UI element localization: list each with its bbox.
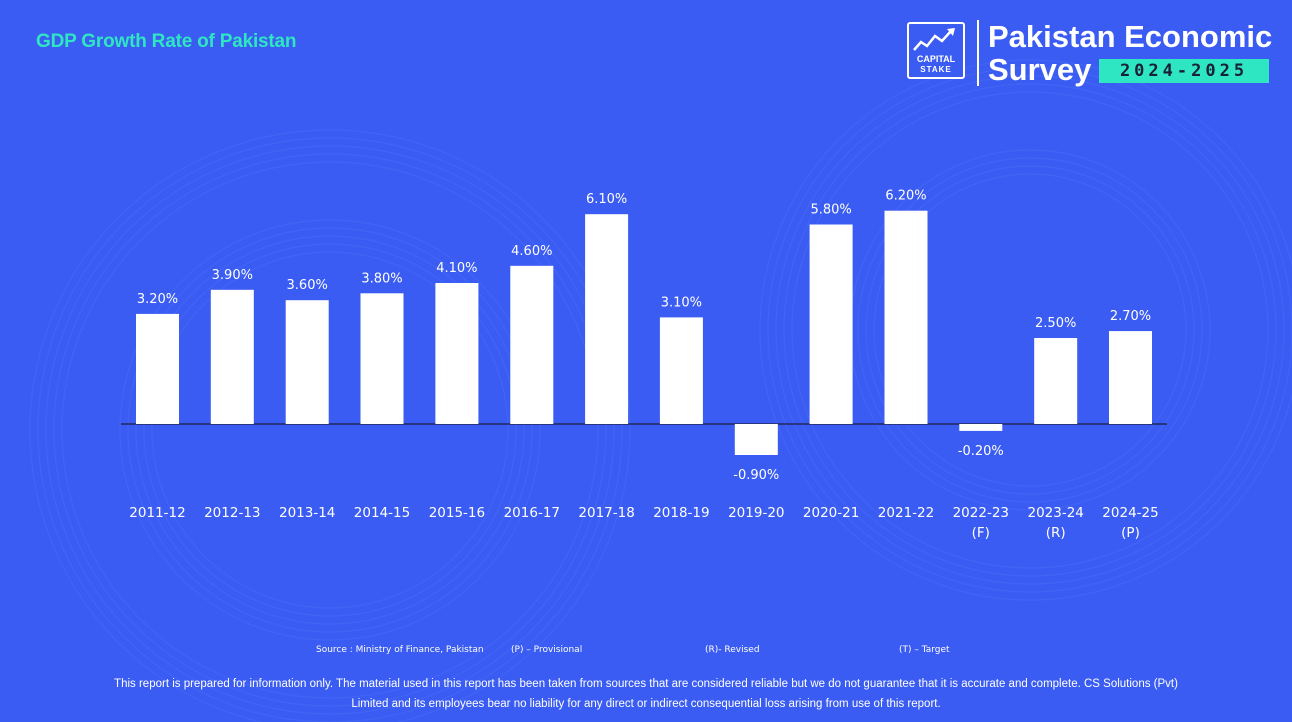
logo-text-top: CAPITAL [916, 54, 956, 64]
footer-source: Source : Ministry of Finance, Pakistan [316, 645, 484, 655]
brand-divider [977, 20, 979, 86]
disclaimer-line2: Limited and its employees bear no liabil… [351, 698, 941, 710]
bar-2024-25 [1109, 331, 1152, 424]
data-label-2024-25: 2.70% [1110, 309, 1151, 324]
bar-2011-12 [136, 313, 179, 424]
data-label-2015-16: 4.10% [436, 261, 477, 276]
brand-header: CAPITAL STAKE Pakistan Economic Survey 2… [907, 20, 1277, 90]
x-tick-label-2011-12: 2011-12 [129, 505, 185, 521]
gdp-bar-chart: 3.20% 2011-12 3.90% 2012-13 3.60% 2013-14 3.80… [121, 189, 1167, 541]
x-tick-sublabel: (F) [972, 525, 990, 541]
data-label-2018-19: 3.10% [661, 295, 702, 310]
bar-2017-18 [585, 214, 629, 424]
data-label-2022-23: -0.20% [958, 444, 1004, 459]
disclaimer-line1: This report is prepared for information … [114, 678, 1178, 690]
x-tick-label-2021-22: 2021-22 [878, 505, 934, 521]
bar-2018-19 [659, 317, 703, 424]
data-label-2019-20: -0.90% [733, 468, 779, 483]
x-tick-label-2024-25: 2024-25 [1102, 505, 1158, 521]
chart-trend-icon [913, 28, 955, 51]
x-tick-label-2014-15: 2014-15 [354, 505, 410, 521]
bar-2019-20 [734, 424, 778, 455]
logo-text-bottom: STAKE [920, 65, 952, 74]
bar-2015-16 [435, 283, 479, 424]
x-tick-label-2017-18: 2017-18 [578, 505, 634, 521]
footer-provisional: (P) – Provisional [511, 645, 583, 655]
x-tick-label-2019-20: 2019-20 [728, 505, 784, 521]
footer-revised: (R)- Revised [705, 645, 760, 655]
chart-title: GDP Growth Rate of Pakistan [36, 31, 297, 52]
x-tick-label-2018-19: 2018-19 [653, 505, 709, 521]
x-tick-label-2022-23: 2022-23 [953, 505, 1009, 521]
data-label-2011-12: 3.20% [137, 292, 178, 307]
data-label-2023-24: 2.50% [1035, 316, 1076, 331]
bar-2020-21 [809, 224, 853, 424]
bar-2016-17 [510, 265, 554, 424]
data-label-2017-18: 6.10% [586, 192, 627, 207]
bar-2021-22 [884, 210, 928, 424]
capital-stake-logo: CAPITAL STAKE [907, 22, 965, 79]
bar-2013-14 [285, 300, 329, 424]
brand-title-line2: Survey [988, 52, 1092, 87]
data-label-2020-21: 5.80% [810, 203, 851, 218]
bar-2022-23 [959, 424, 1003, 431]
x-tick-label-2020-21: 2020-21 [803, 505, 859, 521]
x-tick-sublabel: (P) [1121, 525, 1140, 541]
brand-title-line1: Pakistan Economic [988, 19, 1273, 54]
x-tick-label-2016-17: 2016-17 [504, 505, 560, 521]
data-label-2013-14: 3.60% [287, 278, 328, 293]
data-label-2014-15: 3.80% [361, 271, 402, 286]
x-tick-label-2013-14: 2013-14 [279, 505, 335, 521]
x-tick-label-2012-13: 2012-13 [204, 505, 260, 521]
bar-2012-13 [210, 289, 254, 424]
bar-2014-15 [360, 293, 404, 424]
data-label-2016-17: 4.60% [511, 244, 552, 259]
x-tick-label-2015-16: 2015-16 [429, 505, 485, 521]
data-label-2012-13: 3.90% [212, 268, 253, 283]
disclaimer: This report is prepared for information … [40, 674, 1252, 714]
data-label-2021-22: 6.20% [885, 189, 926, 204]
footer-target: (T) – Target [899, 645, 950, 655]
x-tick-sublabel: (R) [1046, 525, 1066, 541]
year-badge: 2024-2025 [1099, 59, 1269, 83]
x-tick-label-2023-24: 2023-24 [1027, 505, 1083, 521]
bar-2023-24 [1034, 338, 1078, 424]
